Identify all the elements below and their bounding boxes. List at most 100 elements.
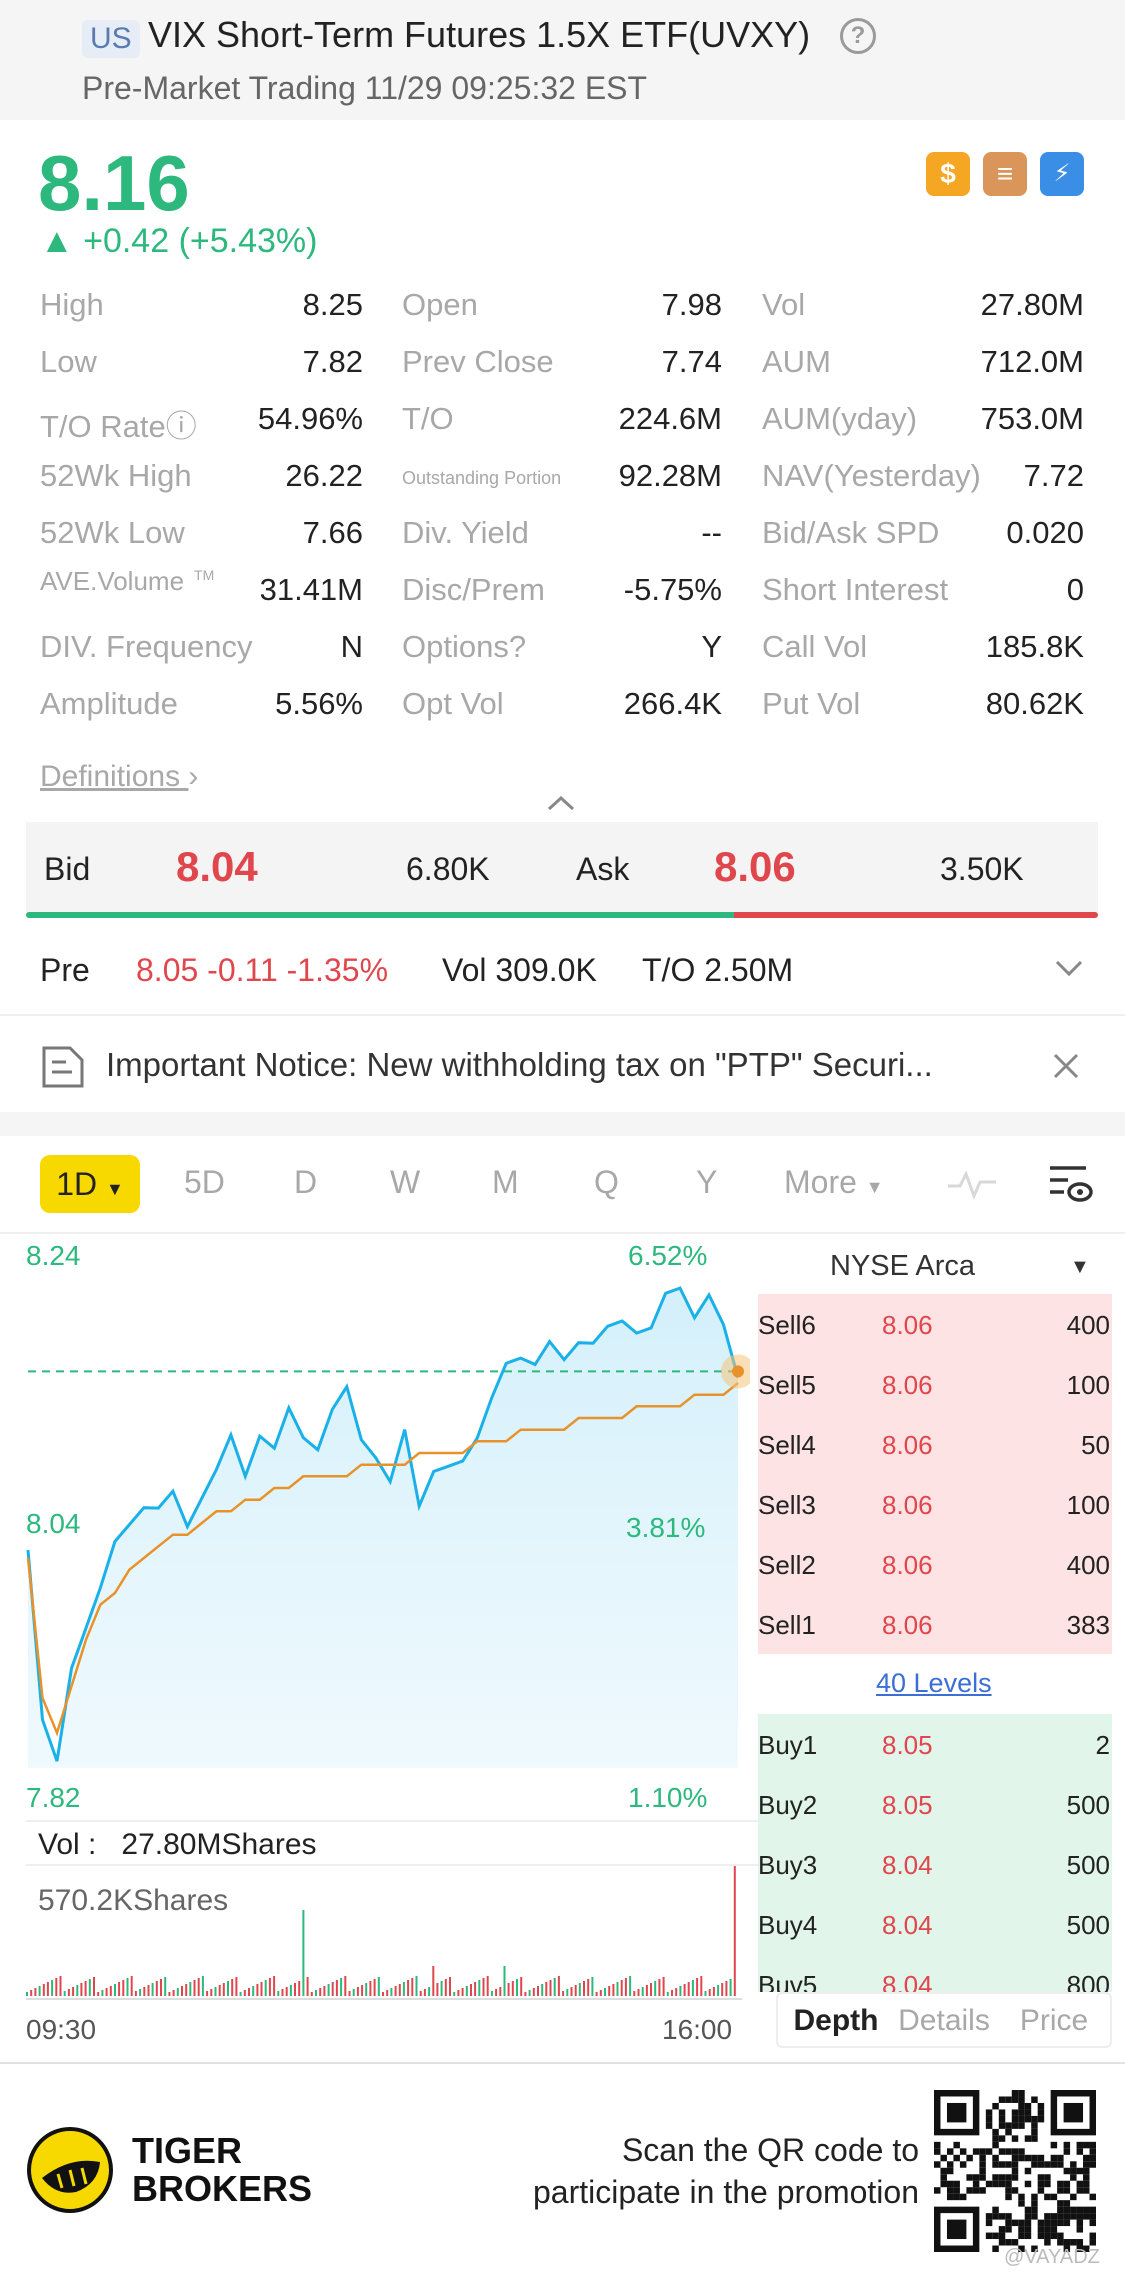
tab-yearly[interactable]: Y xyxy=(696,1164,718,1200)
buy-level-row[interactable]: Buy1 8.05 2 xyxy=(758,1714,1112,1774)
qr-module xyxy=(1024,2206,1032,2214)
buy-level-row[interactable]: Buy2 8.05 500 xyxy=(758,1774,1112,1834)
volume-bar xyxy=(578,1983,581,1996)
notice-banner-text[interactable]: Important Notice: New withholding tax on… xyxy=(106,1046,933,1083)
sell-level-row[interactable]: Sell1 8.06 383 xyxy=(758,1594,1112,1654)
stat-value: Y xyxy=(701,629,722,664)
volume-bar xyxy=(545,1982,548,1996)
volume-bar xyxy=(662,1977,665,1996)
volume-bar xyxy=(264,1980,267,1996)
indicator-icon[interactable] xyxy=(946,1168,998,1200)
qr-module xyxy=(1089,2239,1096,2246)
qr-module xyxy=(979,2154,986,2162)
level-label: Sell5 xyxy=(758,1370,816,1400)
definitions-link[interactable]: Definitions › xyxy=(40,760,198,794)
tab-monthly[interactable]: M xyxy=(492,1164,519,1200)
average-price-line xyxy=(26,1382,739,1737)
tab-weekly[interactable]: W xyxy=(390,1164,421,1200)
help-icon[interactable]: ? xyxy=(840,18,876,54)
qr-module xyxy=(1044,2193,1051,2201)
level-price: 8.06 xyxy=(882,1610,933,1640)
qr-module xyxy=(1018,2122,1025,2129)
qr-module xyxy=(992,2213,999,2220)
qr-module xyxy=(1031,2115,1038,2123)
volume-bar xyxy=(105,1988,108,1996)
qr-module xyxy=(966,2187,973,2194)
tab-5d[interactable]: 5D xyxy=(184,1164,225,1200)
sell-level-row[interactable]: Sell3 8.06 100 xyxy=(758,1474,1112,1534)
stat-value: N xyxy=(340,629,363,664)
qr-code[interactable] xyxy=(934,2090,1096,2252)
stack-icon[interactable]: ≡ xyxy=(983,152,1027,196)
buy-level-row[interactable]: Buy4 8.04 500 xyxy=(758,1894,1112,1954)
lightning-icon[interactable]: ⚡ xyxy=(1040,152,1084,196)
caret-down-icon[interactable]: ▼ xyxy=(1070,1256,1090,1278)
collapse-chevron-icon[interactable] xyxy=(546,794,576,812)
tab-more[interactable]: More ▼ xyxy=(784,1164,884,1201)
tab-depth[interactable]: Depth xyxy=(793,2004,879,2037)
stat-label: T/O xyxy=(402,401,454,437)
stat-label-text: NAV(Yesterday) xyxy=(762,458,981,493)
qr-module xyxy=(1057,2206,1064,2214)
qr-module xyxy=(1011,2161,1019,2168)
stat-label-text: Prev Close xyxy=(402,344,554,379)
qr-module xyxy=(1089,2206,1096,2214)
tab-details[interactable]: Details xyxy=(898,2004,990,2037)
qr-module xyxy=(1024,2213,1032,2220)
section-gap xyxy=(0,1112,1125,1136)
qr-module xyxy=(1011,2096,1019,2103)
qr-module xyxy=(985,2109,993,2116)
volume-bar xyxy=(285,1987,288,1996)
volume-bar xyxy=(59,1976,62,1996)
qr-module xyxy=(1037,2187,1045,2194)
divider xyxy=(0,2062,1125,2064)
qr-module xyxy=(1057,2219,1064,2227)
qr-module xyxy=(1005,2180,1012,2188)
qr-module xyxy=(1044,2239,1051,2246)
volume-bar xyxy=(557,1976,560,1996)
qr-module xyxy=(1063,2180,1071,2188)
expand-chevron-icon[interactable] xyxy=(1054,958,1084,978)
qr-module xyxy=(1024,2154,1032,2162)
qr-module xyxy=(1005,2239,1012,2246)
sell-level-row[interactable]: Sell4 8.06 50 xyxy=(758,1414,1112,1474)
volume-bar xyxy=(273,1976,276,1996)
stat-value: 753.0M xyxy=(980,401,1084,436)
buy-level-row[interactable]: Buy3 8.04 500 xyxy=(758,1834,1112,1894)
dollar-icon[interactable]: $ xyxy=(926,152,970,196)
sell-level-row[interactable]: Sell6 8.06 400 xyxy=(758,1294,1112,1354)
volume-bar xyxy=(717,1985,720,1996)
volume-bar xyxy=(440,1981,443,1996)
tab-daily[interactable]: D xyxy=(294,1164,318,1200)
qr-module xyxy=(1024,2219,1032,2227)
tab-1d[interactable]: 1D ▼ xyxy=(40,1155,140,1213)
qr-module xyxy=(1031,2135,1038,2142)
exchange-selector[interactable]: NYSE Arca xyxy=(830,1250,976,1282)
qr-module xyxy=(1037,2219,1045,2227)
chart-settings-icon[interactable] xyxy=(1046,1162,1094,1208)
sell-level-row[interactable]: Sell2 8.06 400 xyxy=(758,1534,1112,1594)
stat-label: Opt Vol xyxy=(402,686,504,722)
levels-link[interactable]: 40 Levels xyxy=(876,1668,992,1698)
divider xyxy=(0,1232,1125,1234)
volume-bar xyxy=(181,1986,183,1996)
intraday-chart[interactable] xyxy=(0,1240,750,1810)
info-icon[interactable]: ⓘ xyxy=(165,409,197,444)
volume-bar xyxy=(76,1985,79,1996)
volume-bar xyxy=(604,1988,606,1996)
volume-bar xyxy=(281,1989,284,1996)
qr-module xyxy=(1070,2161,1077,2168)
qr-module xyxy=(1018,2109,1025,2116)
tab-quarterly[interactable]: Q xyxy=(594,1164,619,1200)
volume-bar xyxy=(629,1976,632,1996)
volume-bar xyxy=(80,1983,83,1996)
close-icon[interactable] xyxy=(1052,1052,1080,1080)
bid-size: 6.80K xyxy=(406,851,490,887)
sell-level-row[interactable]: Sell5 8.06 100 xyxy=(758,1354,1112,1414)
stat-label: AUM xyxy=(762,344,831,380)
volume-bar xyxy=(470,1984,472,1996)
volume-bar xyxy=(721,1983,724,1996)
tab-price[interactable]: Price xyxy=(1019,2004,1089,2037)
qr-module xyxy=(953,2180,960,2188)
stat-value: 80.62K xyxy=(985,686,1084,721)
